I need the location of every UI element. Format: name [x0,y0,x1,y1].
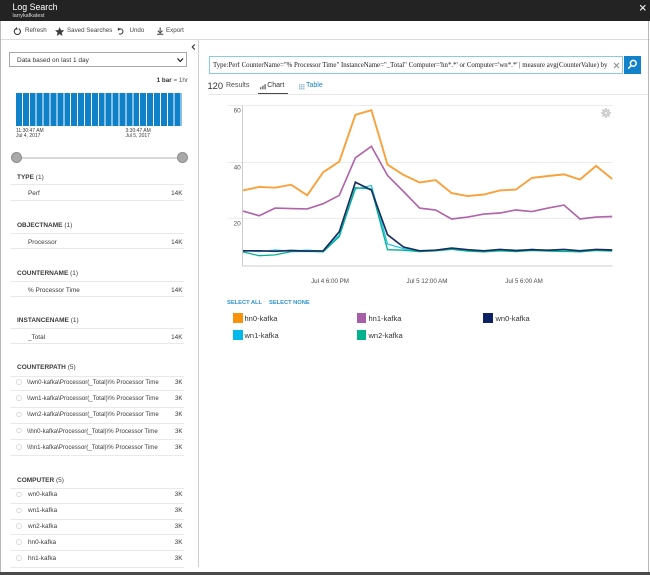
svg-text:20: 20 [234,221,242,228]
svg-text:Jul 4 6:00 PM: Jul 4 6:00 PM [311,278,349,285]
svg-text:Jul 5 6:00 AM: Jul 5 6:00 AM [505,278,543,285]
svg-text:40: 40 [234,165,242,172]
svg-text:Jul 5 12:00 AM: Jul 5 12:00 AM [407,278,448,285]
svg-text:60: 60 [234,108,242,115]
